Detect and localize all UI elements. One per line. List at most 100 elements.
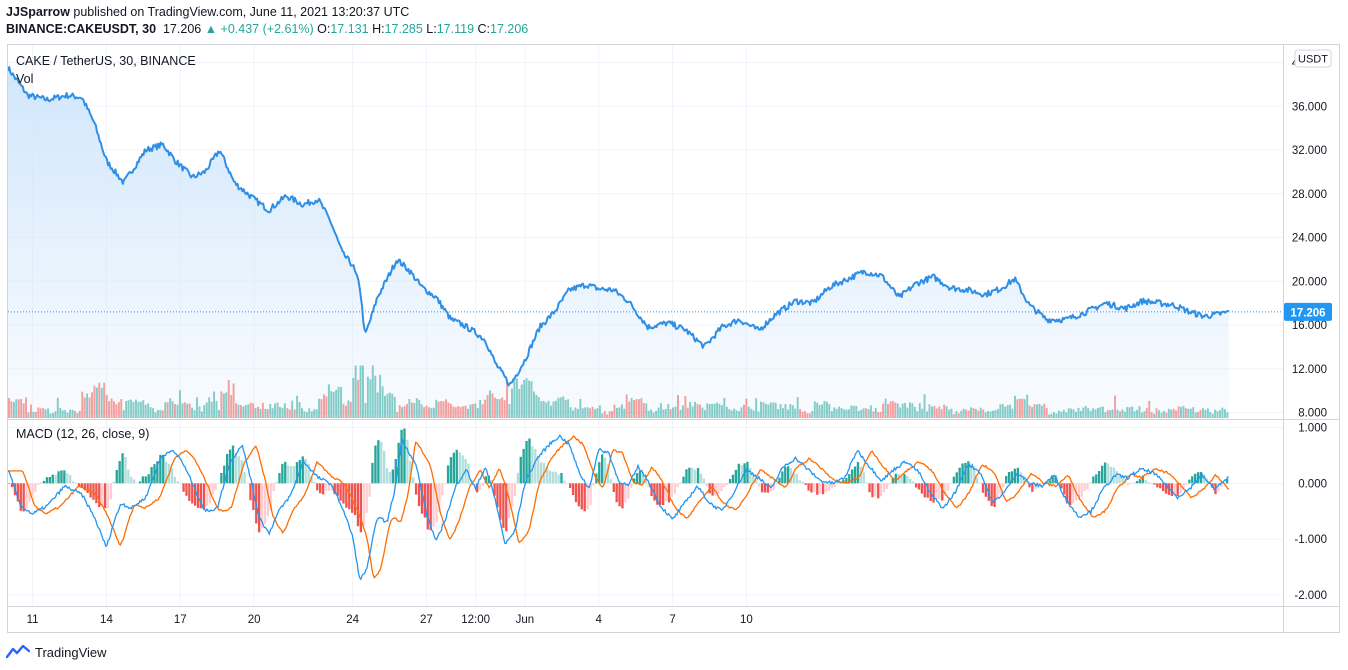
macd-histogram-bar <box>938 483 941 500</box>
macd-histogram-bar <box>1191 476 1194 484</box>
volume-bar <box>1089 410 1092 418</box>
macd-histogram-bar <box>103 483 107 509</box>
currency-label: USDT <box>1298 54 1328 66</box>
macd-histogram-bar <box>577 483 581 507</box>
macd-histogram-bar <box>1115 471 1118 484</box>
volume-bar <box>542 400 545 418</box>
macd-histogram-bar <box>1089 482 1092 484</box>
macd-histogram-bar <box>795 473 799 484</box>
volume-bar <box>918 403 921 418</box>
volume-bar <box>723 397 726 418</box>
volume-bar <box>928 404 931 418</box>
macd-histogram-bar <box>441 483 444 496</box>
volume-bar <box>1165 412 1168 418</box>
volume-bar <box>603 411 606 418</box>
macd-histogram-bar <box>316 483 319 491</box>
macd-histogram-bar <box>676 483 679 488</box>
volume-bar <box>713 403 716 418</box>
volume-bar <box>943 404 946 418</box>
volume-bar <box>640 398 643 418</box>
macd-histogram-bar <box>946 483 950 491</box>
macd-histogram-bar <box>135 483 139 484</box>
volume-bar <box>20 399 23 418</box>
price-tick-label: 16.000 <box>1292 320 1327 332</box>
volume-bar <box>8 398 10 418</box>
volume-bar <box>784 404 787 418</box>
volume-bar <box>154 412 157 418</box>
volume-bar <box>54 411 57 418</box>
volume-bar <box>840 408 843 418</box>
volume-bar <box>401 407 404 418</box>
volume-bar <box>149 407 152 418</box>
volume-bar <box>940 409 943 418</box>
volume-bar <box>408 399 411 418</box>
macd-histogram-bar <box>295 462 299 484</box>
volume-bar <box>730 410 733 418</box>
macd-histogram-bar <box>984 483 988 497</box>
volume-bar <box>1023 399 1026 418</box>
volume-bar <box>1011 408 1014 418</box>
chart-svg[interactable]: 4 0.000 36.000 32.000 28.000 24.000 20.000 16.0… <box>7 45 1339 632</box>
tradingview-footer[interactable]: TradingView <box>6 641 107 663</box>
volume-bar <box>674 406 677 418</box>
volume-bar <box>550 405 553 418</box>
volume-bar <box>222 393 225 418</box>
volume-bar <box>826 401 828 418</box>
volume-bar <box>1204 410 1207 418</box>
author-name[interactable]: JJSparrow <box>6 5 70 19</box>
macd-histogram-bar <box>1095 474 1098 484</box>
macd-histogram-bar <box>313 481 316 484</box>
macd-histogram-bar <box>685 469 688 484</box>
volume-bar <box>987 411 990 418</box>
macd-histogram-bar <box>513 483 517 496</box>
volume-bar <box>354 365 357 418</box>
volume-bar <box>1182 405 1185 418</box>
volume-bar <box>601 413 604 418</box>
volume-bar <box>718 403 721 418</box>
volume-bar <box>376 392 379 418</box>
volume-bar <box>362 365 364 418</box>
volume-bar <box>1043 403 1046 418</box>
macd-histogram-bar <box>502 483 505 528</box>
volume-bar <box>733 408 736 418</box>
volume-bar <box>1101 406 1104 418</box>
volume-bar <box>694 401 697 418</box>
volume-bar <box>1097 408 1099 418</box>
volume-bar <box>1040 405 1043 418</box>
macd-histogram-bar <box>662 483 665 506</box>
macd-group <box>7 428 1230 581</box>
macd-histogram-bar <box>40 482 43 484</box>
price-badge: 17.206 <box>1284 302 1332 321</box>
volume-bar <box>887 404 889 418</box>
macd-histogram-bar <box>330 483 334 491</box>
macd-histogram-bar <box>484 476 488 484</box>
macd-histogram-bar <box>208 483 211 504</box>
volume-bar <box>1045 407 1048 418</box>
volume-bar <box>591 406 594 418</box>
volume-bar <box>511 388 513 418</box>
macd-histogram-bar <box>223 465 226 484</box>
volume-bar <box>1128 407 1131 418</box>
macd-histogram-bar <box>106 483 110 508</box>
volume-bar <box>288 409 291 418</box>
volume-bar <box>576 409 579 418</box>
time-tick-label: 12:00 <box>461 614 490 626</box>
volume-bar <box>611 411 614 418</box>
macd-histogram-bar <box>548 470 552 484</box>
macd-histogram-bar <box>127 469 130 484</box>
volume-bar <box>108 401 111 418</box>
macd-histogram-bar <box>1182 483 1185 490</box>
volume-bar <box>652 412 655 418</box>
volume-bar <box>623 408 626 418</box>
volume-bar <box>432 407 435 418</box>
volume-bar <box>259 408 262 418</box>
macd-histogram-bar <box>606 464 610 484</box>
chart-container: 4 0.000 36.000 32.000 28.000 24.000 20.000 16.0… <box>7 44 1340 633</box>
macd-histogram-bar <box>920 483 924 494</box>
volume-bar <box>774 402 777 418</box>
volume-bar <box>1070 408 1073 418</box>
volume-bar <box>562 396 565 418</box>
currency-button[interactable]: USDT <box>1294 49 1332 68</box>
volume-bar <box>413 403 416 418</box>
volume-bar <box>454 407 457 418</box>
